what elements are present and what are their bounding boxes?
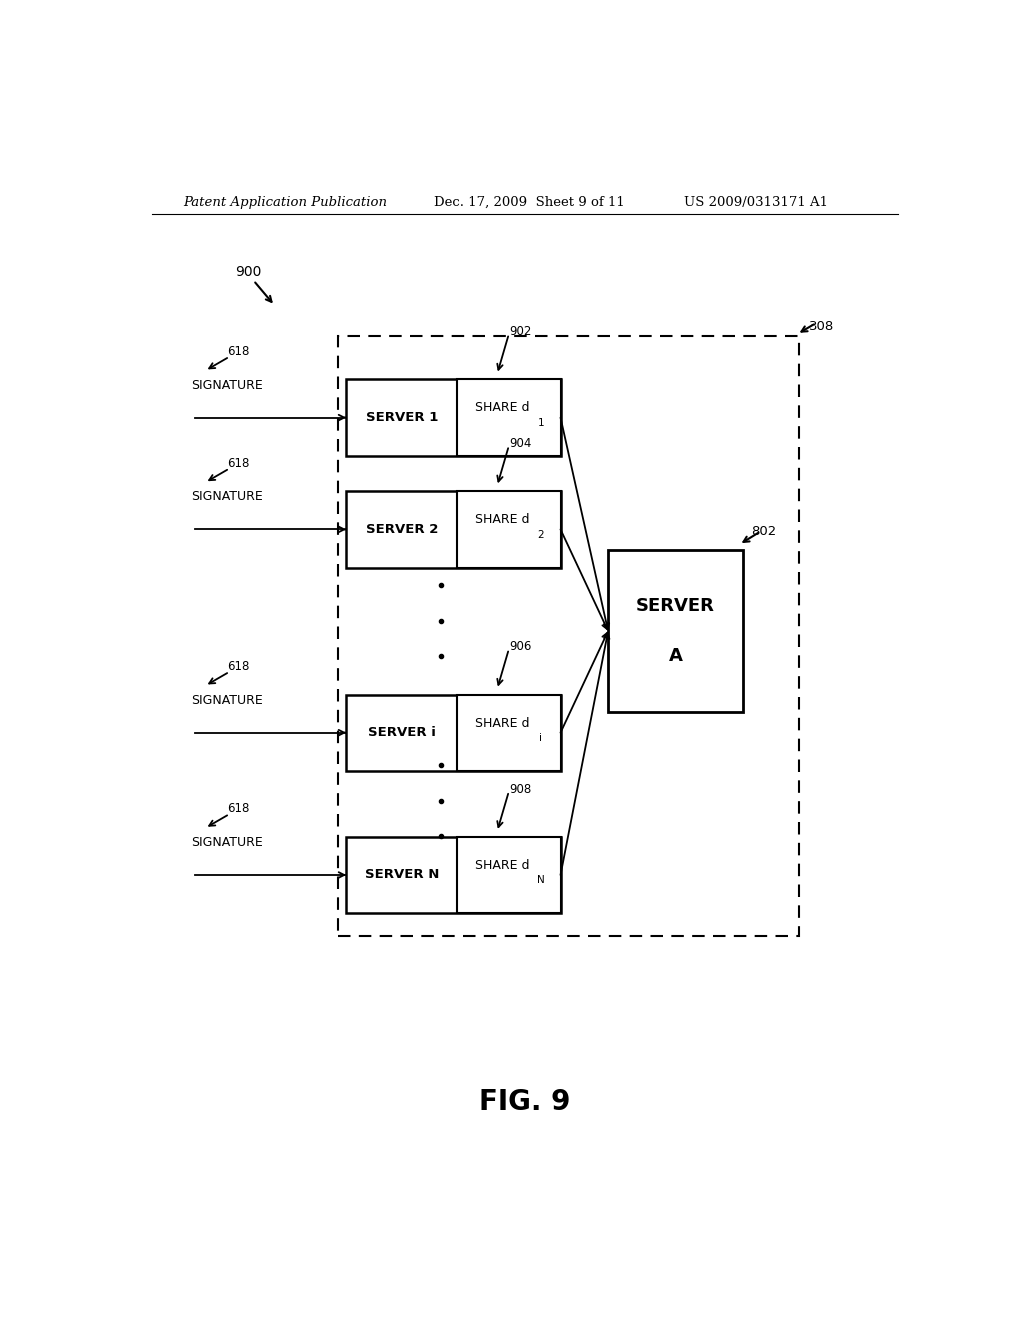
Text: SIGNATURE: SIGNATURE xyxy=(191,379,263,392)
Text: SHARE d: SHARE d xyxy=(475,859,529,873)
Text: 900: 900 xyxy=(236,265,261,280)
Text: SERVER: SERVER xyxy=(636,597,715,615)
Text: Dec. 17, 2009  Sheet 9 of 11: Dec. 17, 2009 Sheet 9 of 11 xyxy=(433,195,625,209)
Text: US 2009/0313171 A1: US 2009/0313171 A1 xyxy=(684,195,827,209)
Text: SERVER N: SERVER N xyxy=(365,869,439,882)
Text: SHARE d: SHARE d xyxy=(475,401,529,414)
Text: 802: 802 xyxy=(751,525,776,539)
Text: 902: 902 xyxy=(509,325,531,338)
FancyBboxPatch shape xyxy=(608,549,743,713)
Text: 618: 618 xyxy=(227,660,250,673)
Text: SIGNATURE: SIGNATURE xyxy=(191,693,263,706)
Text: SIGNATURE: SIGNATURE xyxy=(191,490,263,503)
Text: SHARE d: SHARE d xyxy=(475,717,529,730)
FancyBboxPatch shape xyxy=(458,837,560,913)
Text: 904: 904 xyxy=(509,437,531,450)
Text: 906: 906 xyxy=(509,640,531,653)
FancyBboxPatch shape xyxy=(346,379,560,455)
Text: Patent Application Publication: Patent Application Publication xyxy=(183,195,387,209)
Text: 618: 618 xyxy=(227,345,250,358)
Text: SERVER 2: SERVER 2 xyxy=(366,523,438,536)
Text: SIGNATURE: SIGNATURE xyxy=(191,836,263,849)
FancyBboxPatch shape xyxy=(458,379,560,455)
Text: A: A xyxy=(669,647,683,665)
Text: 1: 1 xyxy=(538,417,544,428)
FancyBboxPatch shape xyxy=(458,491,560,568)
Text: 308: 308 xyxy=(809,319,835,333)
Text: FIG. 9: FIG. 9 xyxy=(479,1088,570,1115)
Text: 618: 618 xyxy=(227,457,250,470)
Text: SHARE d: SHARE d xyxy=(475,513,529,527)
FancyBboxPatch shape xyxy=(346,491,560,568)
Text: SERVER i: SERVER i xyxy=(368,726,436,739)
Text: 2: 2 xyxy=(538,529,544,540)
Text: 908: 908 xyxy=(509,783,531,796)
FancyBboxPatch shape xyxy=(346,694,560,771)
Text: 618: 618 xyxy=(227,803,250,816)
Text: SERVER 1: SERVER 1 xyxy=(366,411,438,424)
FancyBboxPatch shape xyxy=(458,694,560,771)
Text: i: i xyxy=(540,733,542,743)
FancyBboxPatch shape xyxy=(346,837,560,913)
Text: N: N xyxy=(537,875,545,886)
